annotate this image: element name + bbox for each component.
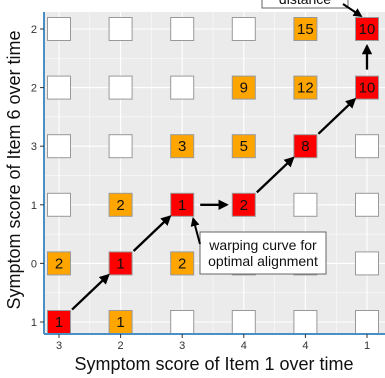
heatmap-cell-4-4 [231, 134, 256, 159]
cell-label-3-2: 2 [178, 255, 186, 272]
cell-label-5-6: 15 [297, 21, 314, 38]
x-tick-label: 2 [118, 340, 124, 352]
cell-label-2-3: 2 [116, 197, 124, 214]
warping-arrow-4 [256, 156, 295, 194]
y-tick-label: 2 [31, 83, 37, 95]
cell-label-3-4: 3 [178, 138, 186, 155]
annotation-distance-text: distance [279, 0, 331, 7]
x-tick-label: 3 [179, 340, 185, 352]
heatmap-cell-1-3 [47, 192, 71, 217]
y-tick-label: 2 [31, 24, 37, 36]
heatmap-cell-1-6 [47, 17, 71, 41]
heatmap-cell-2-3 [108, 192, 133, 217]
y-tick-label: 3 [31, 141, 37, 153]
heatmap-cell-1-4 [47, 134, 71, 159]
heatmap-cell-3-1 [170, 310, 195, 334]
heatmap-cell-6-4 [355, 134, 379, 159]
heatmap-cell-4-3 [231, 192, 256, 217]
heatmap-cell-3-2 [170, 251, 195, 276]
annotation-box-warping [199, 231, 327, 275]
heatmap-cell-6-6 [355, 17, 379, 41]
heatmap-cell-6-5 [355, 75, 379, 100]
cell-label-4-4: 5 [240, 138, 248, 155]
heatmap-cell-4-6 [231, 17, 256, 41]
warping-arrow-2 [132, 215, 172, 252]
cell-label-6-6: 10 [359, 21, 376, 38]
y-tick-label: 1 [31, 317, 37, 329]
annotation-warping-line-2: optimal alignment [208, 253, 318, 269]
heatmap-cell-2-6 [108, 17, 133, 41]
heatmap-cell-5-4 [293, 134, 318, 159]
x-tick-label: 4 [241, 340, 247, 352]
x-axis-title: Symptom score of Item 1 over time [74, 354, 353, 374]
plot-panel [44, 12, 385, 334]
x-tick-label: 4 [302, 340, 308, 352]
heatmap-cell-4-5 [231, 75, 256, 100]
heatmap-cell-5-1 [293, 310, 318, 334]
cell-label-4-5: 9 [240, 80, 248, 97]
heatmap-cell-4-1 [231, 310, 256, 334]
heatmap-cell-5-6 [293, 17, 318, 41]
heatmap-cell-6-3 [355, 192, 379, 217]
heatmap-cell-6-2 [355, 251, 379, 276]
annotation-distance-arrow [342, 3, 363, 17]
heatmap-cell-2-2 [108, 251, 133, 276]
cell-label-1-1: 1 [55, 314, 63, 331]
heatmap-cell-1-5 [47, 75, 71, 100]
x-tick-label: 3 [56, 340, 62, 352]
cell-label-5-4: 8 [301, 138, 309, 155]
annotation-box-distance [261, 0, 349, 9]
cell-label-5-5: 12 [297, 80, 314, 97]
warping-arrow-5 [317, 97, 357, 135]
x-tick-label: 1 [364, 340, 370, 352]
y-tick-label: 0 [31, 258, 37, 270]
heatmap-cell-2-5 [108, 75, 133, 100]
y-tick-label: 1 [31, 200, 37, 212]
heatmap-cell-6-1 [355, 310, 379, 334]
warping-arrow-1 [71, 273, 110, 311]
heatmap-cell-5-3 [293, 192, 318, 217]
cell-label-1-2: 2 [55, 255, 63, 272]
cell-label-2-1: 1 [116, 314, 124, 331]
heatmap-cell-1-2 [47, 251, 71, 276]
cell-label-3-3: 1 [178, 197, 186, 214]
y-axis-title: Symptom score of Item 6 over time [4, 30, 24, 309]
cell-label-2-2: 1 [116, 255, 124, 272]
heatmap-cell-3-5 [170, 75, 195, 100]
cell-label-6-5: 10 [359, 80, 376, 97]
cell-label-4-3: 2 [240, 197, 248, 214]
heatmap-cell-3-4 [170, 134, 195, 159]
heatmap-cell-5-5 [293, 75, 318, 100]
heatmap-cell-2-4 [108, 134, 133, 159]
heatmap-cell-3-6 [170, 17, 195, 41]
annotation-warping-line-1: warping curve for [208, 237, 317, 253]
heatmap-cell-3-3 [170, 192, 195, 217]
annotation-warping-arrow [190, 217, 201, 245]
